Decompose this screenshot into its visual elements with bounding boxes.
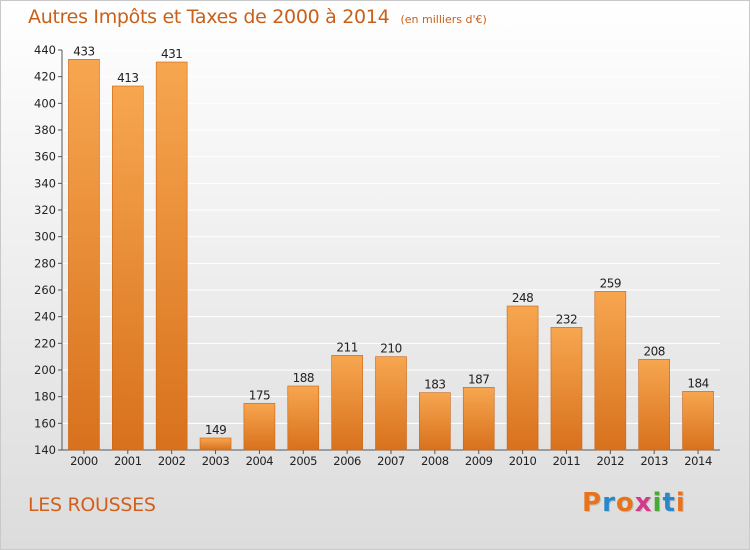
logo-letter: o xyxy=(615,488,635,518)
data-label-2011: 232 xyxy=(556,312,577,326)
y-tick-label: 200 xyxy=(34,363,56,377)
x-tick-label-2001: 2001 xyxy=(114,454,142,468)
x-tick-label-2003: 2003 xyxy=(202,454,230,468)
x-tick-label-2010: 2010 xyxy=(509,454,537,468)
data-labels: 433 413 431 149 175 188 211 210 183 187 248 232 259 2… xyxy=(73,44,709,437)
chart-subtitle: (en milliers d'€) xyxy=(400,13,487,26)
data-label-2003: 149 xyxy=(205,423,226,437)
x-tick-label-2012: 2012 xyxy=(596,454,624,468)
bar-2006 xyxy=(331,355,363,451)
y-tick-label: 340 xyxy=(34,176,56,190)
bar-2009 xyxy=(462,387,495,451)
y-tick-label: 320 xyxy=(34,203,56,217)
bar-2013 xyxy=(638,359,671,451)
data-label-2000: 433 xyxy=(73,44,94,58)
y-tick-label: 240 xyxy=(34,310,56,324)
y-tick-label: 420 xyxy=(34,70,56,84)
x-tick-label-2002: 2002 xyxy=(158,454,186,468)
bar-2002 xyxy=(155,61,188,451)
x-tick-label-2005: 2005 xyxy=(289,454,317,468)
data-label-2004: 175 xyxy=(249,388,270,402)
chart-title-block: Autres Impôts et Taxes de 2000 à 2014 (e… xyxy=(28,6,487,28)
x-tick-label-2006: 2006 xyxy=(333,454,361,468)
x-tick-label-2011: 2011 xyxy=(553,454,581,468)
y-tick-label: 440 xyxy=(34,43,56,57)
data-label-2012: 259 xyxy=(600,276,621,290)
bar-2011 xyxy=(550,327,583,451)
y-tick-label: 260 xyxy=(34,283,56,297)
logo-letter: P xyxy=(582,488,603,518)
y-tick-label: 360 xyxy=(34,150,56,164)
logo-letter: t xyxy=(662,488,676,518)
x-tick-label-2007: 2007 xyxy=(377,454,405,468)
bar-2010 xyxy=(506,305,539,451)
bars xyxy=(68,59,714,451)
bar-2007 xyxy=(375,356,407,451)
y-tick-label: 280 xyxy=(34,256,56,270)
bar-2012 xyxy=(594,291,627,451)
data-label-2006: 211 xyxy=(336,340,357,354)
x-tick-label-2008: 2008 xyxy=(421,454,449,468)
y-tick-label: 300 xyxy=(34,230,56,244)
y-tick-label: 220 xyxy=(34,336,56,350)
y-tick-label: 160 xyxy=(34,416,56,430)
bar-2004 xyxy=(243,403,276,451)
y-tick-label: 400 xyxy=(34,96,56,110)
proxiti-logo: Proxiti xyxy=(582,488,686,518)
bar-2005 xyxy=(287,385,320,451)
data-label-2009: 187 xyxy=(468,372,489,386)
bar-2014 xyxy=(682,391,714,451)
x-tick-label-2004: 2004 xyxy=(246,454,274,468)
chart-title: Autres Impôts et Taxes de 2000 à 2014 xyxy=(28,6,390,28)
x-tick-labels: 2000 2001 2002 2003 2004 2005 2006 2007 2008 2009… xyxy=(70,454,712,468)
logo-letter: i xyxy=(652,488,663,518)
data-label-2014: 184 xyxy=(687,376,708,390)
data-label-2001: 413 xyxy=(117,71,138,85)
bar-2003 xyxy=(199,437,232,451)
y-tick-label: 180 xyxy=(34,390,56,404)
bar-2008 xyxy=(419,392,451,451)
data-label-2007: 210 xyxy=(380,342,401,356)
data-label-2002: 431 xyxy=(161,47,182,61)
bar-2001 xyxy=(112,85,144,451)
data-label-2013: 208 xyxy=(643,344,664,358)
x-tick-label-2000: 2000 xyxy=(70,454,98,468)
x-tick-label-2014: 2014 xyxy=(684,454,712,468)
commune-name: LES ROUSSES xyxy=(28,494,156,516)
data-label-2005: 188 xyxy=(293,371,314,385)
y-tick-label: 140 xyxy=(34,443,56,457)
data-label-2010: 248 xyxy=(512,291,533,305)
x-tick-label-2009: 2009 xyxy=(465,454,493,468)
logo-letter: r xyxy=(602,488,616,518)
data-label-2008: 183 xyxy=(424,378,445,392)
logo-letter: x xyxy=(634,488,653,518)
y-tick-labels: 140 160 180 200 220 240 260 280 300 320 340 360 380 4… xyxy=(34,43,56,457)
x-tick-label-2013: 2013 xyxy=(640,454,668,468)
y-tick-label: 380 xyxy=(34,123,56,137)
bar-2000 xyxy=(68,59,100,451)
logo-letter: i xyxy=(675,488,686,518)
